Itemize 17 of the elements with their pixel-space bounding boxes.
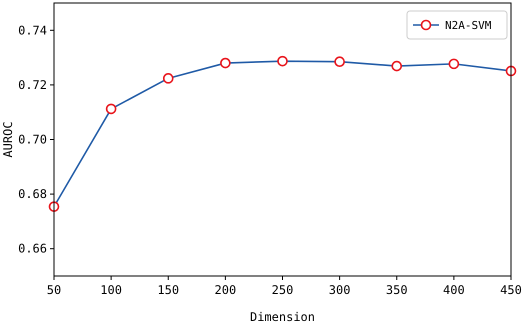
x-tick-label: 150 [157,283,180,297]
x-tick-label: 350 [386,283,408,297]
x-tick-label: 50 [46,283,62,297]
x-tick-label: 250 [272,283,294,297]
x-tick-label: 400 [443,283,465,297]
y-tick-label: 0.72 [18,78,47,92]
y-tick-label: 0.66 [18,242,47,256]
y-tick-label: 0.70 [18,132,47,146]
x-tick-label: 100 [100,283,122,297]
y-tick-label: 0.68 [18,187,47,202]
y-tick-label: 0.74 [18,23,47,38]
x-axis-title: Dimension [250,310,316,324]
y-axis-title: AUROC [1,121,15,158]
legend-label: N2A-SVM [445,19,492,32]
x-tick-label: 200 [214,283,236,297]
x-tick-label: 300 [328,283,350,297]
x-tick-label: 450 [500,283,522,297]
